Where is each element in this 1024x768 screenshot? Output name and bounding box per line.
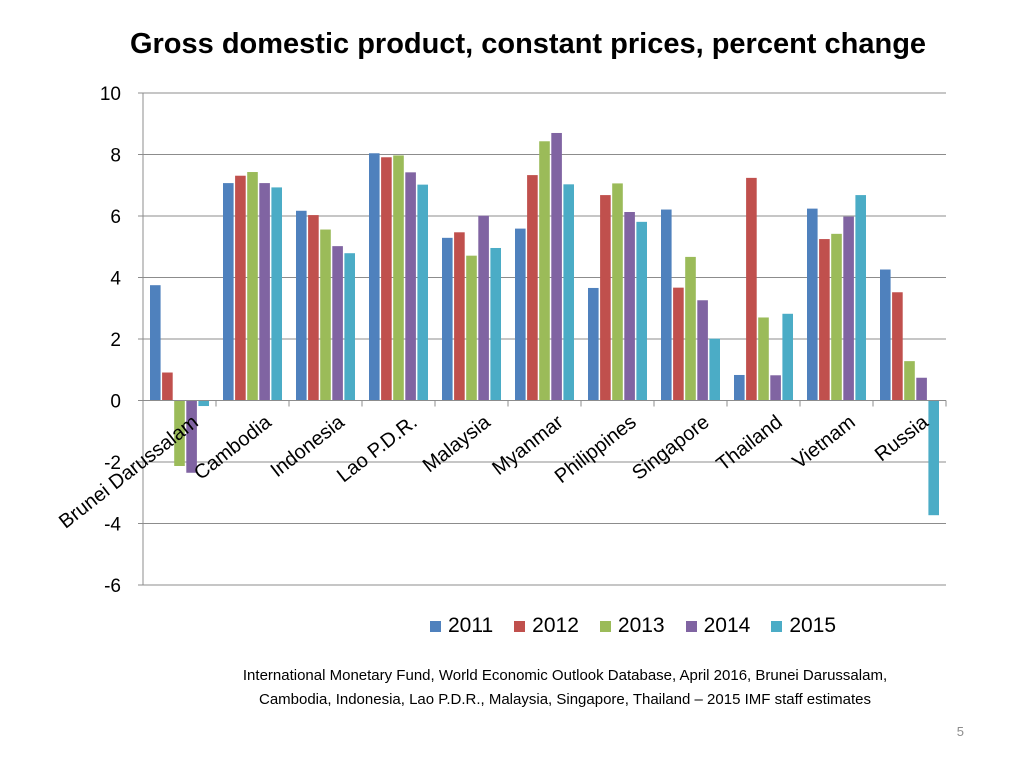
bar — [271, 187, 282, 401]
bar — [162, 372, 173, 401]
bar — [661, 209, 672, 401]
legend-entry: 2011 — [430, 614, 493, 638]
bar — [916, 377, 927, 401]
legend-entry: 2015 — [771, 614, 836, 638]
x-tick-label: Thailand — [713, 411, 787, 476]
bar — [454, 232, 465, 401]
bar — [843, 216, 854, 401]
legend-label: 2011 — [448, 614, 494, 637]
bar — [308, 215, 319, 401]
axes — [138, 92, 947, 586]
y-tick-label: 8 — [110, 146, 121, 167]
bar — [527, 175, 538, 401]
bar — [235, 175, 246, 401]
bar — [928, 400, 939, 516]
bar — [417, 184, 428, 401]
bar — [624, 212, 635, 401]
legend-label: 2012 — [532, 614, 579, 637]
bar — [734, 374, 745, 401]
bar — [332, 246, 343, 401]
bar — [186, 400, 197, 473]
bar — [673, 287, 684, 401]
legend-swatch — [599, 620, 611, 632]
x-tick-label: Singapore — [628, 411, 713, 484]
chart-title: Gross domestic product, constant prices,… — [129, 28, 927, 60]
y-tick-label: -4 — [104, 515, 121, 536]
y-tick-label: -6 — [104, 576, 121, 597]
bar — [539, 141, 550, 401]
bar — [819, 239, 830, 401]
y-tick-label: 0 — [110, 392, 121, 413]
bar — [405, 172, 416, 401]
bar — [369, 153, 380, 401]
y-tick-label: 2 — [110, 330, 121, 351]
x-tick-label: Vietnam — [788, 411, 859, 473]
page-number: 5 — [956, 724, 964, 739]
legend: 2011 2012 2013 2014 2015 — [430, 614, 857, 638]
x-tick-label: Brunei Darussalam — [55, 411, 203, 533]
legend-entry: 2012 — [514, 614, 579, 638]
x-tick-label: Cambodia — [190, 411, 276, 485]
bars — [150, 132, 939, 516]
y-tick-label: 6 — [110, 207, 121, 228]
bar — [344, 253, 355, 401]
bar — [612, 183, 623, 401]
bar — [296, 210, 307, 401]
legend-label: 2013 — [617, 614, 665, 637]
bar — [855, 195, 866, 401]
bar — [150, 285, 161, 401]
bar — [685, 256, 696, 401]
source-note: International Monetary Fund, World Econo… — [130, 664, 1000, 712]
bar — [259, 183, 270, 401]
bar — [831, 233, 842, 401]
bar — [478, 215, 489, 401]
bar — [490, 247, 501, 401]
bar — [782, 313, 793, 401]
legend-swatch — [430, 620, 441, 632]
bar — [758, 317, 769, 401]
y-tick-labels: -6 -4 -2 0 2 4 6 8 10 — [100, 84, 122, 597]
bar — [904, 361, 915, 401]
bar — [880, 269, 891, 401]
bar — [320, 229, 331, 401]
bar — [442, 237, 453, 401]
bar — [636, 221, 647, 401]
legend-entry: 2014 — [685, 614, 751, 638]
x-tick-label: Russia — [871, 411, 933, 467]
bar — [697, 300, 708, 401]
legend-swatch — [514, 620, 526, 632]
bar — [746, 177, 757, 401]
x-tick-label: Lao P.D.R. — [333, 411, 422, 487]
bar — [563, 184, 574, 401]
bar — [551, 132, 562, 401]
bar — [174, 400, 185, 466]
x-tick-label: Philippines — [551, 411, 641, 488]
bar — [807, 208, 818, 401]
bar — [393, 155, 404, 401]
legend-entry: 2013 — [599, 614, 665, 638]
y-tick-label: 10 — [100, 84, 121, 105]
bar — [515, 228, 526, 401]
legend-swatch — [685, 620, 697, 632]
bar — [466, 255, 477, 401]
y-tick-label: 4 — [110, 269, 121, 290]
bar — [892, 292, 903, 401]
legend-label: 2015 — [789, 614, 837, 637]
bar — [770, 375, 781, 401]
bar — [247, 172, 258, 401]
legend-label: 2014 — [703, 614, 751, 637]
source-line-1: International Monetary Fund, World Econo… — [242, 667, 888, 684]
bar — [381, 157, 392, 401]
bar — [709, 338, 720, 401]
legend-swatch — [771, 620, 783, 632]
bar — [198, 400, 209, 407]
source-line-2: Cambodia, Indonesia, Lao P.D.R., Malaysi… — [258, 691, 871, 708]
y-tick-label: -2 — [104, 453, 121, 474]
bar — [600, 195, 611, 401]
x-tick-label: Malaysia — [419, 411, 495, 477]
bar — [588, 287, 599, 401]
bar — [223, 183, 234, 401]
